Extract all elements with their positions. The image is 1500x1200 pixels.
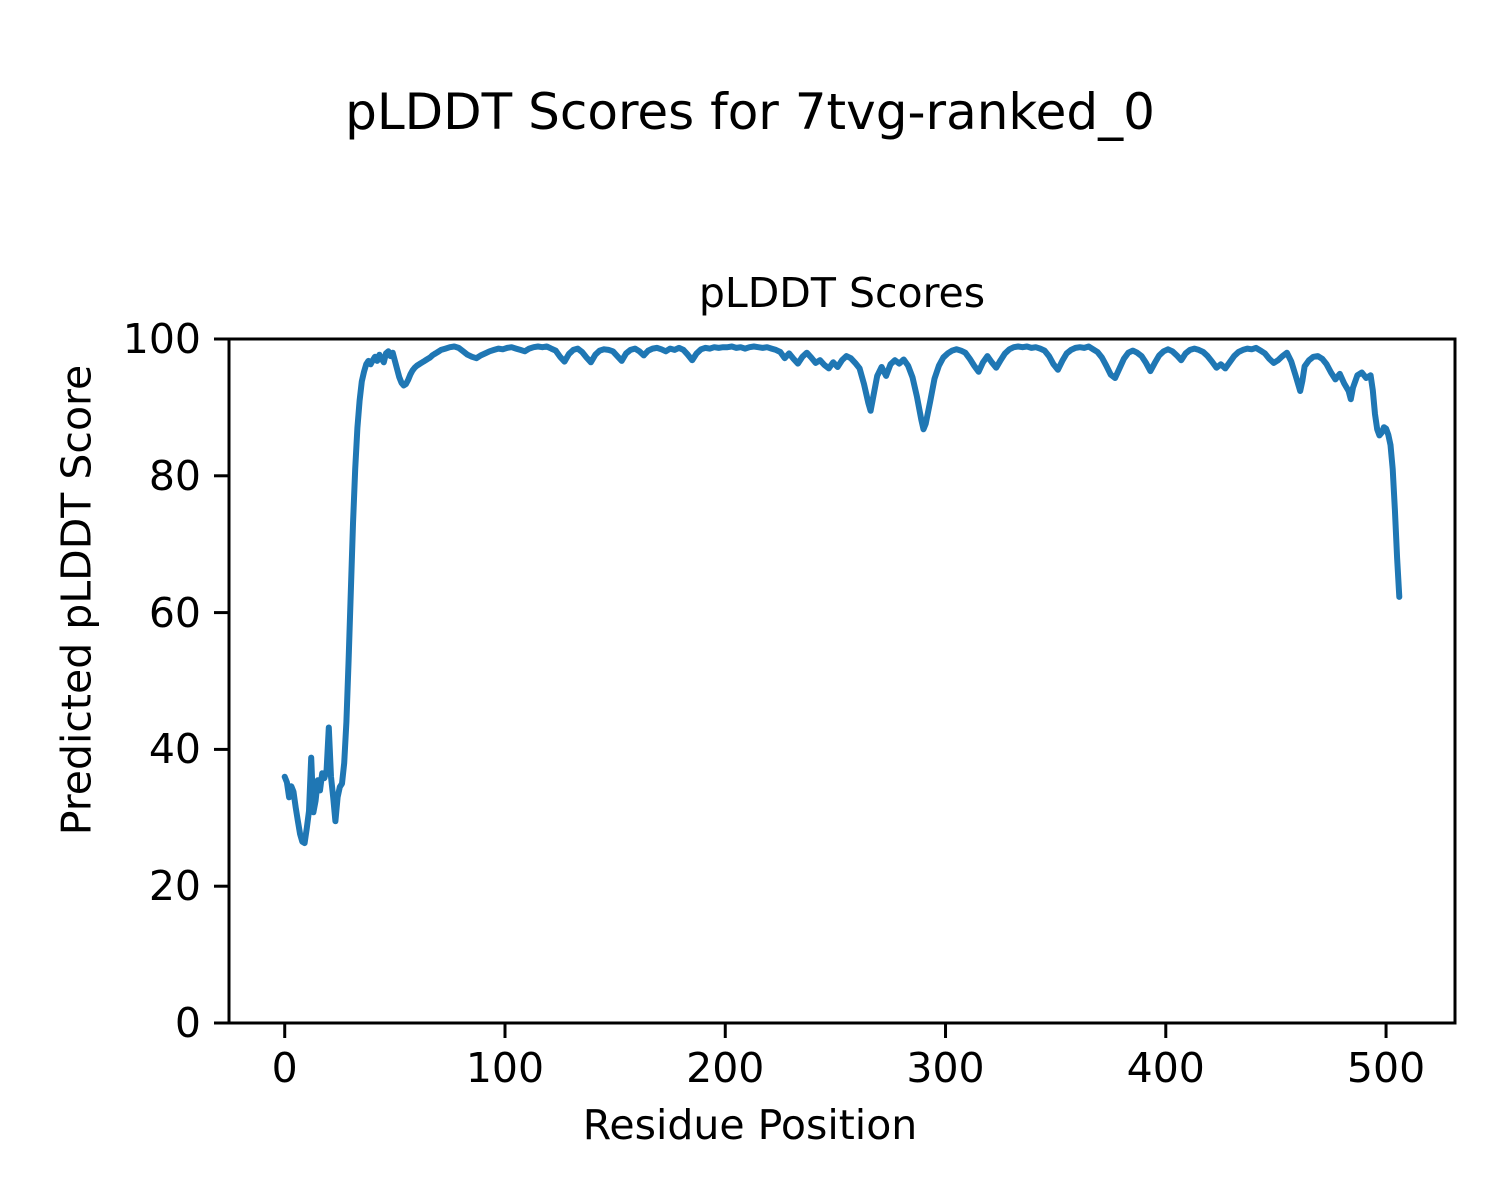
x-tick-label: 100 [465,1044,545,1092]
x-tick-label: 500 [1346,1044,1426,1092]
y-tick-label: 0 [174,999,201,1047]
x-tick-label: 0 [271,1044,298,1092]
axes-spines [227,337,1457,1025]
y-tick-label: 20 [148,862,201,911]
x-axis-label: Residue Position [582,1101,918,1149]
y-tick-label: 80 [148,451,201,500]
x-tick-label: 400 [1126,1044,1205,1092]
y-tick-label: 60 [148,588,201,637]
axes-title: pLDDT Scores [698,269,986,317]
x-tick-label: 300 [906,1044,985,1092]
y-tick-label: 100 [122,315,201,363]
y-tick-label: 40 [148,725,201,774]
figure-title: pLDDT Scores for 7tvg-ranked_0 [345,83,1155,141]
x-tick-label: 200 [686,1044,765,1092]
plddt-line [281,343,1403,847]
